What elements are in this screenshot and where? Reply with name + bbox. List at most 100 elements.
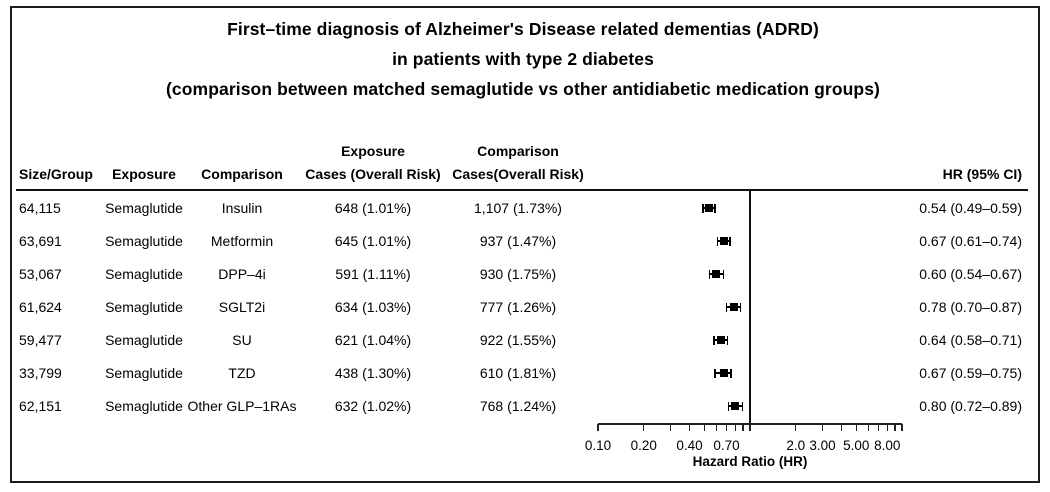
cell-exposure: Semaglutide	[105, 200, 183, 216]
ci-cap-left	[716, 236, 719, 246]
cell-exposure-cases: 621 (1.04%)	[334, 332, 412, 348]
x-axis-tick	[643, 424, 645, 431]
x-axis-tick	[855, 424, 857, 431]
cell-comparison-cases: 777 (1.26%)	[479, 299, 557, 315]
hr-point	[719, 237, 728, 245]
x-axis-tick	[688, 424, 691, 431]
ci-cap-left	[713, 335, 715, 345]
cell-hr-ci: 0.60 (0.54–0.67)	[919, 266, 1022, 282]
cell-comparison: SU	[232, 332, 252, 348]
x-axis-tick	[703, 424, 705, 431]
col-header-comparison: Comparison	[201, 166, 283, 182]
x-axis-tick-label: 0.20	[630, 438, 657, 453]
ci-cap-left	[714, 368, 716, 378]
cell-hr-ci: 0.64 (0.58–0.71)	[919, 332, 1022, 348]
col-header-comparison-cases-top: Comparison	[477, 143, 559, 159]
x-axis-line	[598, 423, 902, 425]
cell-exposure: Semaglutide	[105, 398, 183, 414]
cell-comparison: Other GLP–1RAs	[187, 398, 297, 414]
cell-size-group: 63,691	[19, 233, 62, 249]
cell-comparison: Insulin	[221, 200, 263, 216]
cell-comparison-cases: 1,107 (1.73%)	[474, 200, 562, 216]
cell-size-group: 62,151	[19, 398, 62, 414]
x-axis-title: Hazard Ratio (HR)	[692, 454, 808, 469]
ci-cap-left	[725, 302, 728, 312]
hr-point	[719, 369, 728, 377]
cell-size-group: 61,624	[19, 299, 62, 315]
cell-comparison: Metformin	[210, 233, 274, 249]
figure-title: First–time diagnosis of Alzheimer's Dise…	[0, 14, 1046, 104]
figure-title-line1: First–time diagnosis of Alzheimer's Dise…	[227, 19, 819, 39]
x-axis-tick	[725, 424, 728, 431]
x-axis-tick	[877, 424, 880, 431]
col-header-hr-ci: HR (95% CI)	[942, 166, 1022, 182]
cell-comparison: SGLT2i	[218, 299, 266, 315]
cell-exposure-cases: 634 (1.03%)	[334, 299, 412, 315]
ci-cap-right	[741, 401, 743, 411]
x-axis-tick	[886, 424, 888, 431]
cell-comparison-cases: 610 (1.81%)	[479, 365, 557, 381]
cell-exposure: Semaglutide	[105, 299, 183, 315]
x-axis-tick-label: 3.00	[809, 438, 836, 453]
cell-comparison-cases: 937 (1.47%)	[479, 233, 557, 249]
cell-exposure-cases: 648 (1.01%)	[334, 200, 412, 216]
cell-size-group: 64,115	[19, 200, 61, 216]
col-header-comparison-cases: Cases(Overall Risk)	[452, 166, 584, 182]
cell-exposure: Semaglutide	[105, 233, 183, 249]
x-axis-tick	[901, 424, 903, 431]
cell-exposure: Semaglutide	[105, 365, 183, 381]
cell-comparison-cases: 922 (1.55%)	[479, 332, 557, 348]
reference-line	[749, 190, 751, 431]
x-axis-tick	[749, 424, 751, 431]
figure-title-line2: in patients with type 2 diabetes	[392, 49, 654, 69]
ci-cap-right	[729, 236, 731, 246]
cell-exposure: Semaglutide	[105, 266, 183, 282]
x-axis-tick-label: 8.00	[874, 438, 901, 453]
x-axis-tick	[597, 424, 599, 431]
x-axis-tick	[669, 424, 672, 431]
hr-point	[716, 336, 725, 344]
x-axis-tick	[715, 424, 717, 431]
x-axis-tick	[821, 424, 824, 431]
ci-cap-right	[722, 269, 725, 279]
x-axis-tick	[795, 424, 797, 431]
x-axis-tick	[894, 424, 896, 431]
col-header-exposure-cases-top: Exposure	[341, 143, 405, 159]
ci-cap-right	[730, 368, 732, 378]
figure-border	[10, 6, 1040, 483]
ci-cap-right	[714, 203, 716, 213]
cell-comparison-cases: 930 (1.75%)	[479, 266, 557, 282]
cell-exposure: Semaglutide	[105, 332, 183, 348]
cell-hr-ci: 0.78 (0.70–0.87)	[919, 299, 1022, 315]
header-divider-line	[16, 189, 1028, 191]
x-axis-tick-label: 0.70	[713, 438, 740, 453]
x-axis-tick	[840, 424, 843, 431]
x-axis-tick-label: 5.00	[843, 438, 870, 453]
cell-comparison: TZD	[228, 365, 256, 381]
cell-size-group: 59,477	[19, 332, 62, 348]
cell-exposure-cases: 438 (1.30%)	[334, 365, 412, 381]
cell-exposure-cases: 591 (1.11%)	[335, 266, 411, 282]
cell-hr-ci: 0.67 (0.61–0.74)	[919, 233, 1022, 249]
x-axis-tick-label: 0.10	[584, 438, 612, 453]
ci-cap-left	[727, 401, 729, 411]
ci-cap-right	[726, 335, 729, 345]
hr-point	[712, 270, 721, 278]
x-axis-tick	[742, 424, 744, 431]
cell-comparison: DPP–4i	[218, 266, 266, 282]
x-axis-tick	[734, 424, 736, 431]
cell-comparison-cases: 768 (1.24%)	[479, 398, 557, 414]
cell-hr-ci: 0.54 (0.49–0.59)	[919, 200, 1022, 216]
cell-exposure-cases: 632 (1.02%)	[334, 398, 412, 414]
cell-exposure-cases: 645 (1.01%)	[334, 233, 412, 249]
x-axis-tick-label: 0.40	[676, 438, 703, 453]
figure-title-line3: (comparison between matched semaglutide …	[166, 79, 880, 99]
cell-size-group: 53,067	[19, 266, 62, 282]
x-axis-tick-label: 2.0	[786, 438, 806, 453]
col-header-exposure-cases: Cases (Overall Risk)	[305, 166, 441, 182]
x-axis-tick	[867, 424, 869, 431]
ci-cap-right	[740, 302, 742, 312]
col-header-exposure: Exposure	[112, 166, 176, 182]
col-header-size-group: Size/Group	[19, 166, 93, 182]
